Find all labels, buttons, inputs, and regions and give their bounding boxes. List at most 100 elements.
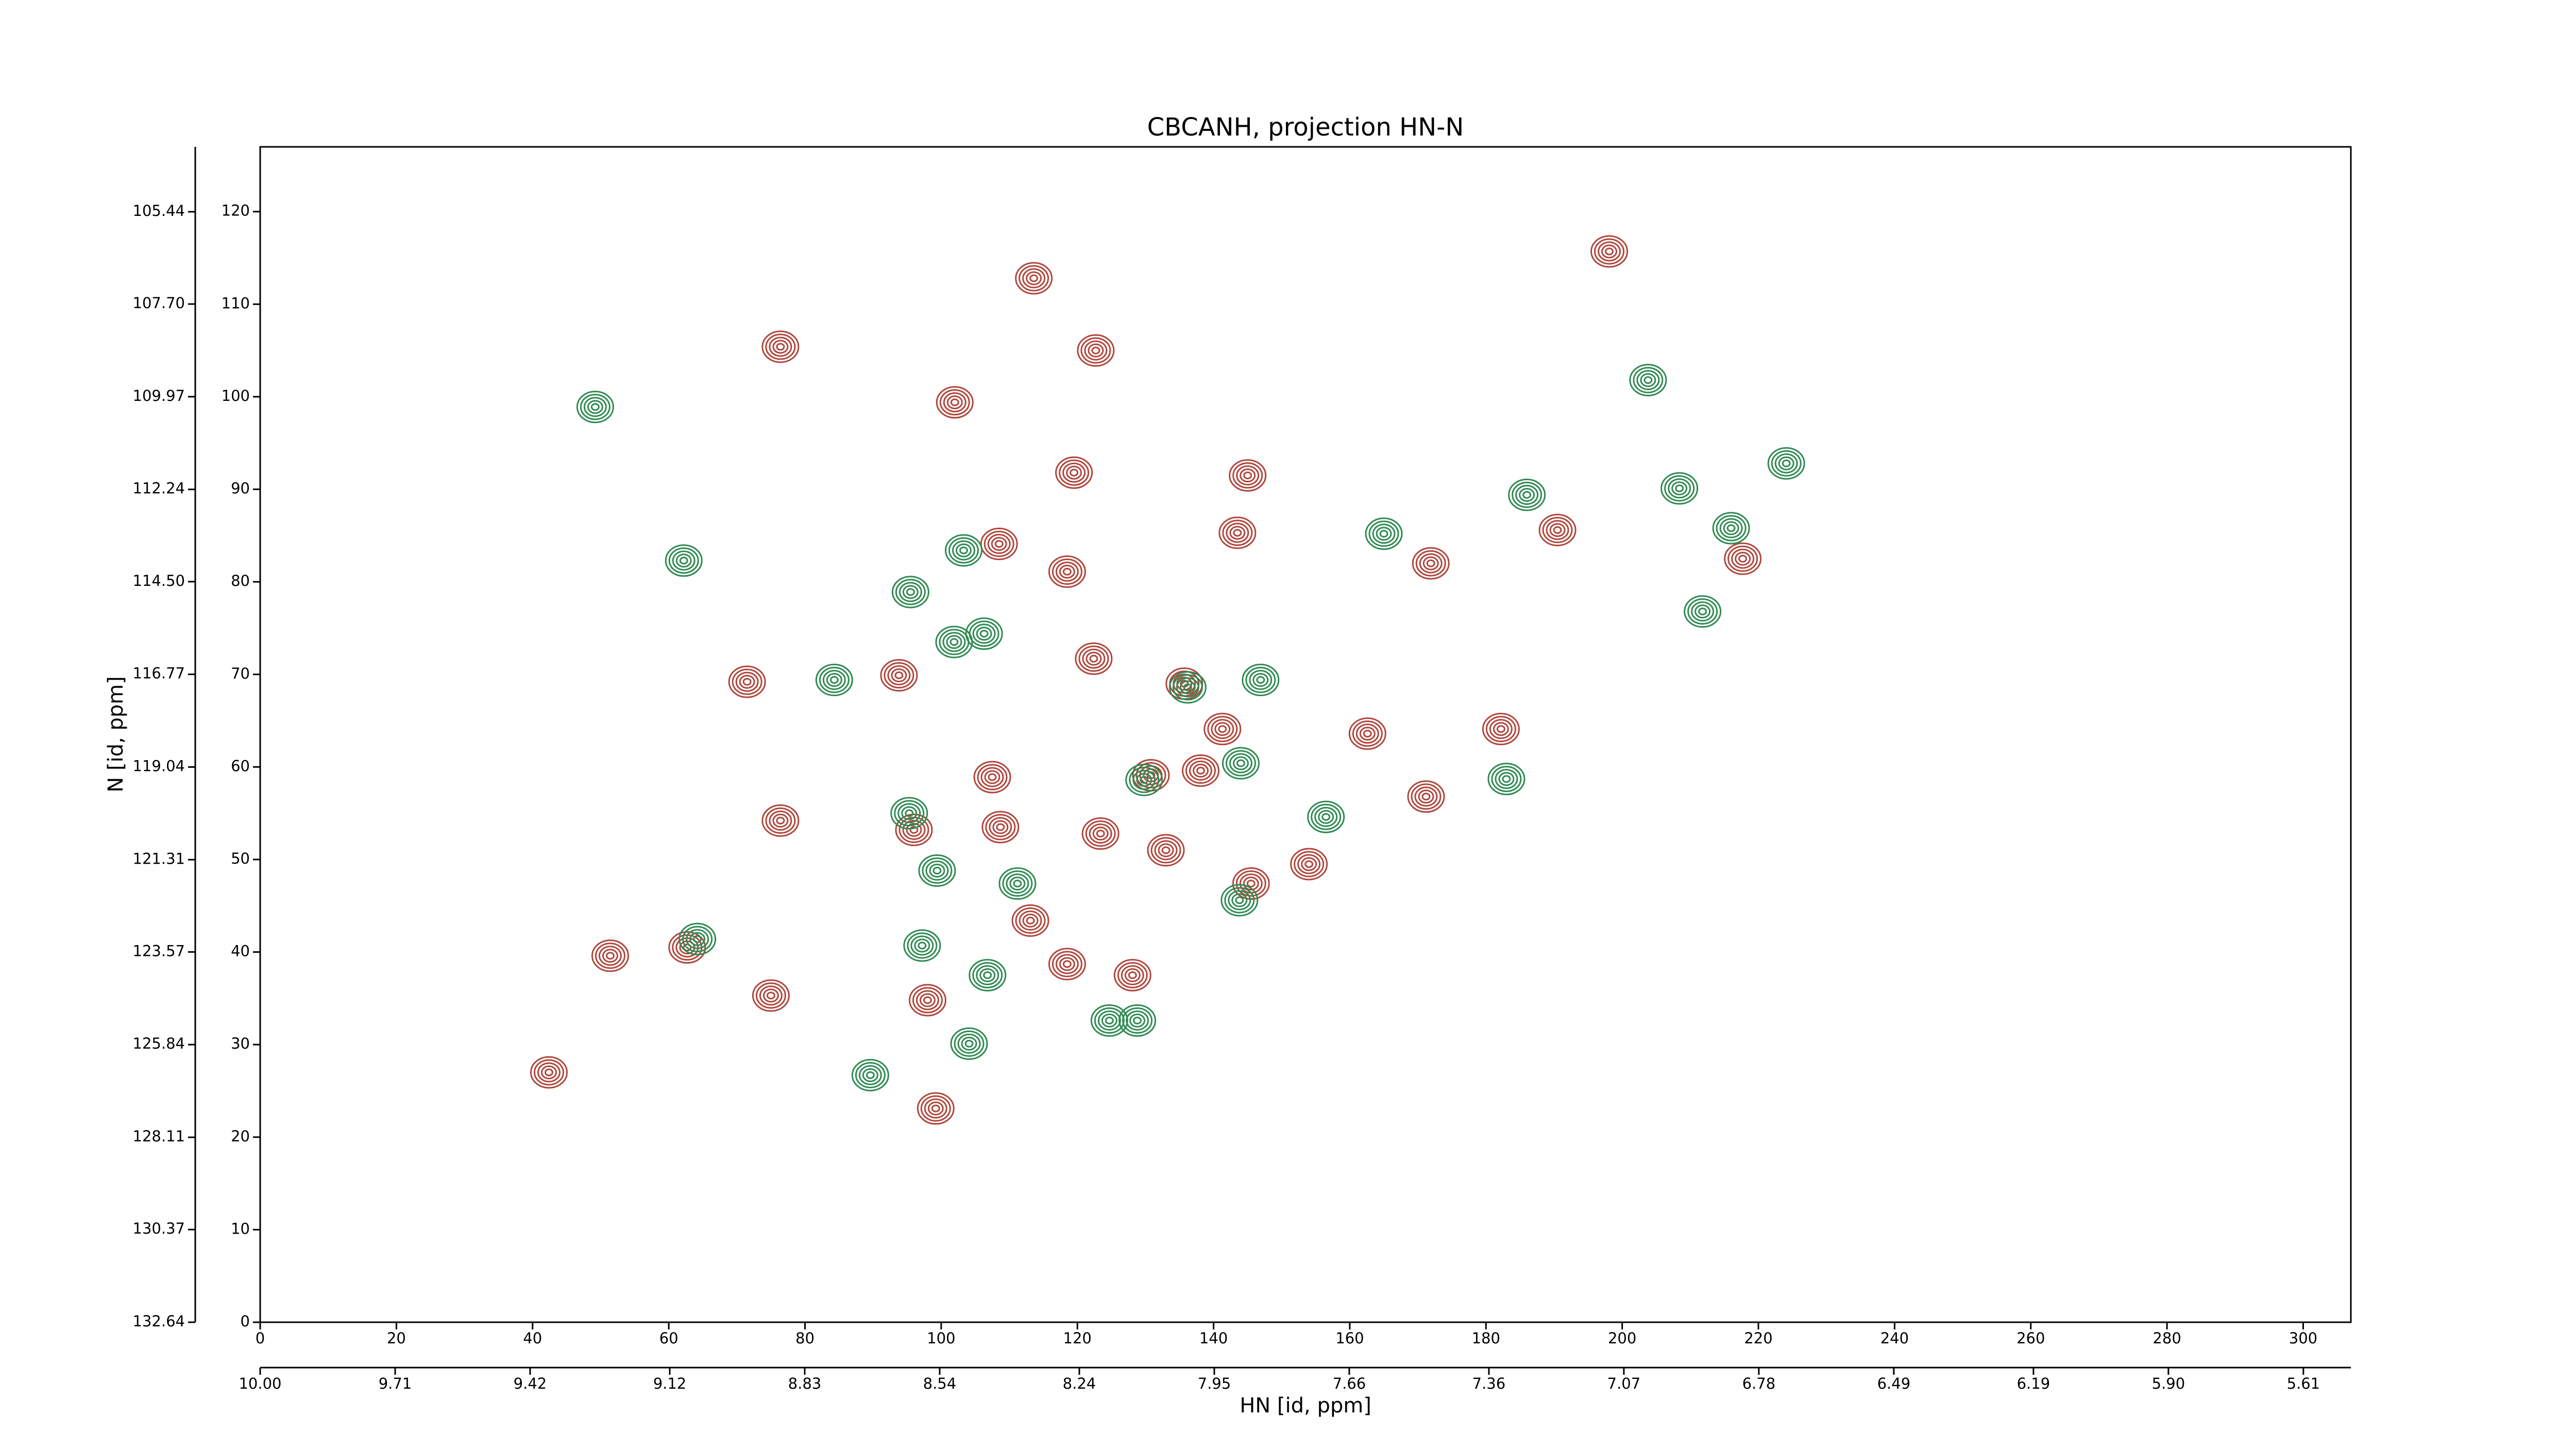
contour-level [1363,730,1372,738]
contour-level [1055,954,1079,974]
contour-level [973,761,1011,794]
contour-level [1089,654,1098,663]
contour-level [1712,512,1750,545]
contour-level [1301,857,1317,871]
x2-tick-label: 6.78 [1742,1375,1776,1392]
x-tick-label: 160 [1335,1329,1364,1347]
contour-level [598,946,622,966]
contour-level [1006,873,1029,894]
contour-level [1022,914,1039,928]
contour-level [1147,834,1185,867]
contour-level [1084,340,1108,361]
contour-level [672,550,696,571]
contour-level [765,807,796,834]
contour-level [894,800,925,827]
x-tick-label: 280 [2153,1329,2181,1347]
contour-level [1161,846,1171,854]
contour-level [1222,519,1253,546]
contour-level [1128,971,1137,979]
contour-level [1150,837,1181,864]
y-tick-label: 50 [231,850,250,867]
y2-tick-label: 114.50 [133,572,185,589]
x2-tick-label: 6.49 [1877,1375,1911,1392]
x2-tick-label: 7.95 [1198,1375,1231,1392]
peak [1118,1004,1157,1037]
y2-tick-label: 109.97 [133,387,185,405]
contour-level [891,668,907,683]
contour-level [1778,456,1794,470]
x2-tick-label: 5.61 [2287,1375,2320,1392]
contour-level [1183,683,1192,692]
y-tick-label: 80 [231,572,250,589]
peak [880,659,918,692]
contour-level [1062,567,1072,576]
x-tick-label: 300 [2289,1329,2317,1347]
contour-level [992,820,1009,834]
contour-level [943,392,967,413]
peak [1125,764,1163,797]
contour-level [1426,559,1435,567]
peak [1048,555,1086,588]
contour-level [765,333,796,360]
contour-level [933,867,942,875]
contour-level [1232,867,1270,900]
peak [752,979,790,1012]
peak [1011,904,1049,937]
contour-level [686,929,709,949]
contour-level [1229,459,1267,492]
contour-level [1052,951,1082,978]
contour-level [1671,481,1688,496]
y2-tick-label: 105.44 [133,202,185,220]
contour-level [1767,447,1805,480]
contour-level [1048,948,1086,981]
contour-level [1485,716,1516,743]
contour-level [755,982,786,1009]
contour-level [1214,722,1231,736]
peak [1081,817,1120,850]
peak [1232,867,1270,900]
contour-level [1055,456,1093,489]
contour-level [1015,262,1053,295]
contour-level [976,627,992,641]
contour-level [1605,247,1614,256]
contour-level [1348,717,1386,750]
peak [1407,780,1445,813]
contour-level [918,941,927,950]
contour-level [728,665,766,698]
contour-level [972,624,996,644]
contour-level [1207,716,1238,743]
contour-level [935,626,973,659]
contour-level [1243,877,1259,891]
x-tick-label: 40 [523,1329,542,1347]
contour-level [1011,904,1049,937]
contour-level [984,531,1014,558]
y2-tick-label: 123.57 [133,942,185,959]
contour-level [1245,667,1276,694]
contour-level [587,400,603,414]
contour-level [1222,747,1260,780]
contour-level [985,814,1016,840]
contour-level [1553,526,1562,534]
y2-tick-label: 130.37 [133,1220,185,1237]
contour-level [1307,800,1345,833]
contour-level [1724,542,1762,575]
contour-level [1189,761,1212,781]
contour-level [530,1056,568,1089]
contour-level [1091,346,1100,355]
contour-level [732,668,762,695]
x2-tick-label: 8.24 [1063,1375,1096,1392]
contour-level [1735,551,1751,566]
contour-level [1698,608,1707,616]
contour-level [1026,271,1042,285]
contour-level [540,1065,557,1080]
contour-level [979,630,989,638]
contour-level [761,804,800,837]
contour-level [906,822,922,837]
contour-level [939,389,970,416]
y-tick-label: 110 [222,294,250,312]
x-tick-label: 120 [1063,1329,1092,1347]
contour-level [1418,789,1434,804]
contour-level [987,534,1011,554]
contour-level [1771,450,1802,477]
contour-level [1691,601,1715,622]
